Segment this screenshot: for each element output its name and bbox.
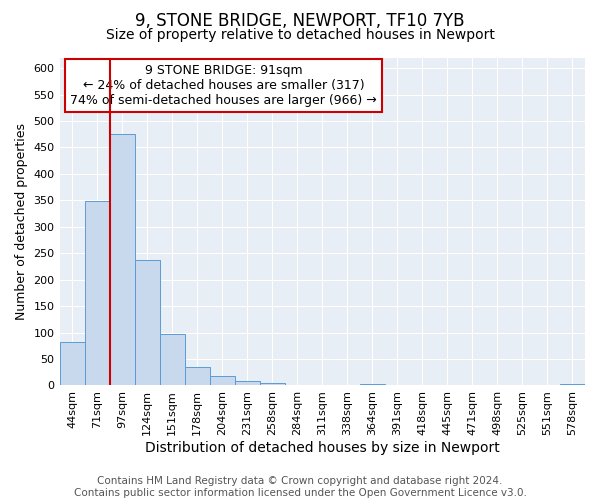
Y-axis label: Number of detached properties: Number of detached properties <box>15 123 28 320</box>
Bar <box>360 384 385 386</box>
Bar <box>134 260 160 386</box>
Bar <box>260 383 285 386</box>
Text: 9 STONE BRIDGE: 91sqm
← 24% of detached houses are smaller (317)
74% of semi-det: 9 STONE BRIDGE: 91sqm ← 24% of detached … <box>70 64 377 107</box>
Text: 9, STONE BRIDGE, NEWPORT, TF10 7YB: 9, STONE BRIDGE, NEWPORT, TF10 7YB <box>135 12 465 30</box>
Bar <box>435 385 460 386</box>
Bar <box>560 384 585 386</box>
Bar <box>110 134 134 386</box>
Bar <box>59 342 85 386</box>
X-axis label: Distribution of detached houses by size in Newport: Distribution of detached houses by size … <box>145 441 500 455</box>
Bar <box>185 367 209 386</box>
Text: Size of property relative to detached houses in Newport: Size of property relative to detached ho… <box>106 28 494 42</box>
Bar <box>235 381 260 386</box>
Bar <box>209 376 235 386</box>
Bar <box>85 202 110 386</box>
Text: Contains HM Land Registry data © Crown copyright and database right 2024.
Contai: Contains HM Land Registry data © Crown c… <box>74 476 526 498</box>
Bar <box>160 334 185 386</box>
